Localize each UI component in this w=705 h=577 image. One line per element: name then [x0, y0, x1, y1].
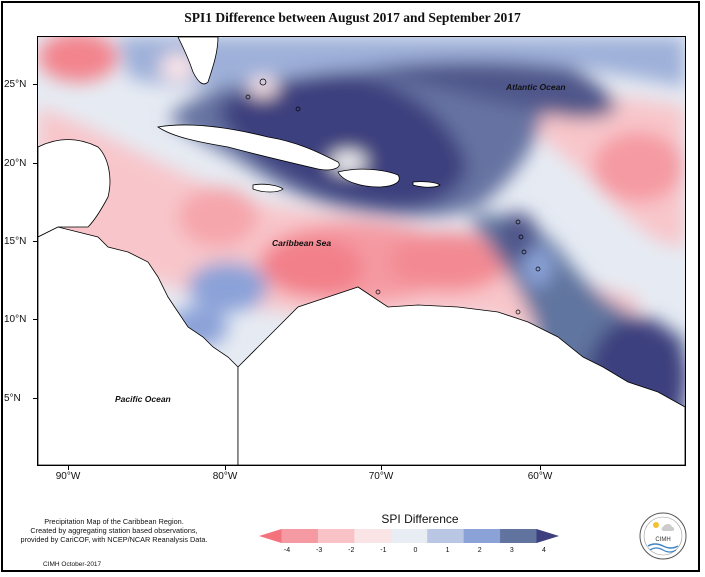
lat-tick-5 — [33, 398, 37, 399]
islands — [245, 78, 541, 315]
legend-tick-label: 2 — [477, 547, 482, 554]
atlantic-ocean-label: Atlantic Ocean — [506, 82, 566, 92]
legend-tick-label: 4 — [542, 547, 546, 554]
footnote-line: Created by aggregating station based obs… — [30, 526, 198, 535]
pacific-ocean-label: Pacific Ocean — [115, 394, 171, 404]
lon-label: 70°W — [368, 471, 394, 482]
spi-map — [37, 36, 686, 466]
lon-tick-90 — [68, 466, 69, 470]
legend-title: SPI Difference — [381, 512, 459, 526]
footnote-line: Precipitation Map of the Caribbean Regio… — [44, 517, 184, 526]
wave-icon — [647, 543, 679, 549]
map-title: SPI1 Difference between August 2017 and … — [184, 10, 521, 25]
footnote-line: provided by CariCOF, with NCEP/NCAR Rean… — [20, 535, 208, 544]
legend-swatch — [390, 529, 428, 543]
lon-label: 90°W — [55, 471, 81, 482]
legend-tick-label: 0 — [413, 547, 418, 554]
legend-swatch — [354, 529, 392, 543]
legend-swatch — [281, 529, 319, 543]
legend-swatch — [500, 529, 537, 543]
land — [38, 37, 685, 465]
lat-tick-10 — [33, 319, 37, 320]
cloud-icon — [661, 524, 675, 531]
legend-tick-label: 3 — [509, 547, 514, 554]
legend-tick-label: -1 — [380, 547, 387, 554]
legend-arrow-right — [536, 529, 559, 543]
wave-icon — [649, 547, 677, 553]
credit: CIMH October-2017 — [43, 561, 102, 568]
legend-tick-label: -4 — [283, 547, 291, 554]
legend-colorbar — [259, 529, 559, 543]
lat-label: 10°N — [4, 314, 27, 325]
footnote: Precipitation Map of the Caribbean Regio… — [14, 517, 214, 544]
legend-tick-label: -3 — [316, 547, 323, 554]
lat-tick-15 — [33, 241, 37, 242]
lat-label: 25°N — [4, 79, 27, 90]
lat-tick-25 — [33, 84, 37, 85]
cimh-logo: CIMH — [639, 512, 687, 560]
lon-label: 80°W — [212, 471, 238, 482]
lon-tick-70 — [381, 466, 382, 470]
lat-tick-20 — [33, 163, 37, 164]
lat-label: 20°N — [4, 158, 27, 169]
lat-label: 5°N — [4, 393, 21, 404]
sun-icon — [653, 522, 659, 528]
spi-field — [38, 37, 685, 465]
lon-tick-60 — [540, 466, 541, 470]
caribbean-sea-label: Caribbean Sea — [272, 238, 332, 248]
lat-label: 15°N — [4, 236, 27, 247]
legend-tick-label: -2 — [348, 547, 355, 554]
legend-swatch — [463, 529, 501, 543]
legend-swatch — [427, 529, 465, 543]
logo-text: CIMH — [655, 537, 670, 543]
legend-arrow-left — [259, 529, 282, 543]
legend-tick-label: 1 — [445, 547, 450, 554]
lon-label: 60°W — [527, 471, 553, 482]
lon-tick-80 — [225, 466, 226, 470]
legend-swatch — [317, 529, 355, 543]
